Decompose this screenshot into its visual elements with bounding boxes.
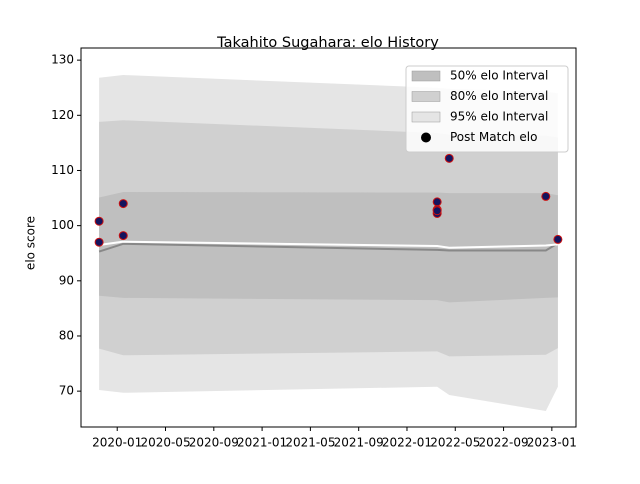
data-point bbox=[444, 153, 454, 163]
chart-title: Takahito Sugahara: elo History bbox=[216, 35, 439, 51]
data-point bbox=[553, 234, 563, 244]
legend-label: Post Match elo bbox=[450, 130, 537, 144]
mean-line bbox=[98, 242, 559, 253]
x-tick-label: 2021-09 bbox=[334, 436, 384, 450]
x-tick-label: 2022-09 bbox=[478, 436, 528, 450]
x-tick-label: 2022-01 bbox=[382, 436, 432, 450]
legend-swatch bbox=[411, 111, 441, 123]
y-tick-label: 80 bbox=[59, 328, 74, 342]
legend-marker bbox=[421, 132, 431, 143]
y-tick-label: 90 bbox=[59, 273, 74, 287]
y-axis-label: elo score bbox=[24, 216, 38, 270]
legend-label: 95% elo Interval bbox=[450, 110, 548, 124]
data-point bbox=[94, 237, 104, 247]
x-tick-label: 2022-05 bbox=[430, 436, 480, 450]
x-tick-label: 2020-01 bbox=[92, 436, 142, 450]
legend-label: 50% elo Interval bbox=[450, 69, 548, 83]
x-tick-label: 2020-09 bbox=[189, 436, 239, 450]
legend-swatch bbox=[411, 70, 441, 82]
legend-label: 80% elo Interval bbox=[450, 89, 548, 103]
legend-box bbox=[405, 65, 569, 153]
x-tick-label: 2023-01 bbox=[527, 436, 577, 450]
legend-swatch bbox=[411, 91, 441, 102]
y-tick-label: 130 bbox=[51, 53, 74, 67]
data-point bbox=[541, 191, 551, 201]
x-tick-label: 2021-05 bbox=[285, 436, 335, 450]
mean-line bbox=[98, 240, 558, 249]
y-tick-label: 120 bbox=[51, 108, 74, 122]
y-tick-label: 70 bbox=[59, 384, 74, 398]
x-tick-label: 2021-01 bbox=[237, 436, 287, 450]
data-point bbox=[94, 216, 104, 226]
data-point bbox=[432, 206, 442, 216]
x-tick-label: 2020-05 bbox=[140, 436, 190, 450]
data-point bbox=[118, 231, 128, 241]
y-tick-label: 100 bbox=[51, 218, 74, 232]
plot-frame bbox=[80, 47, 577, 428]
y-tick-label: 110 bbox=[51, 163, 74, 177]
data-point bbox=[432, 197, 442, 207]
data-point bbox=[118, 199, 128, 209]
